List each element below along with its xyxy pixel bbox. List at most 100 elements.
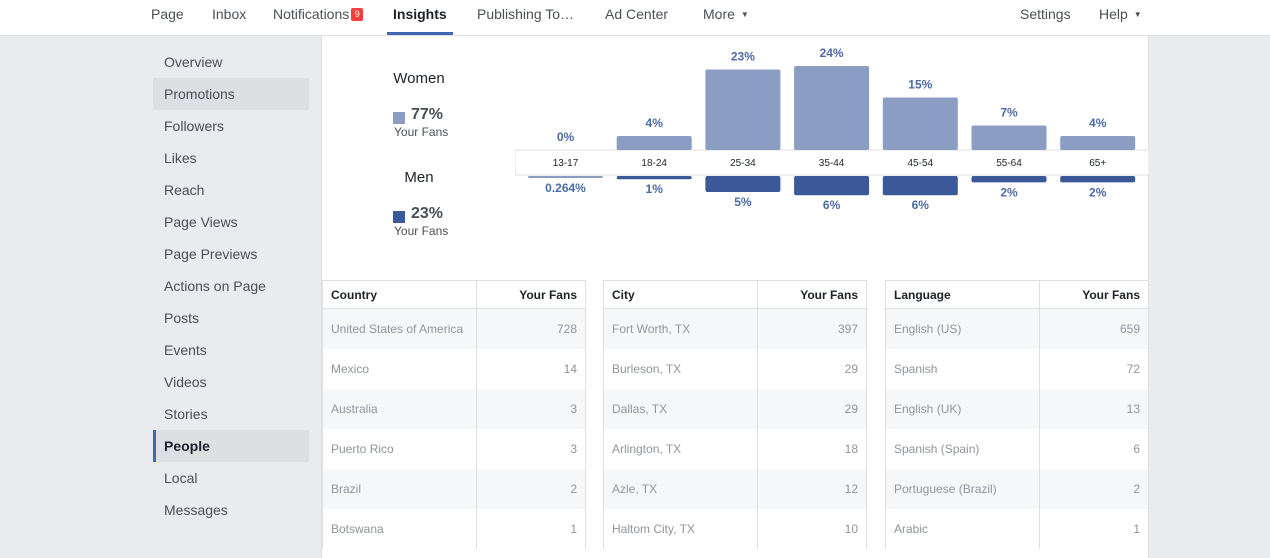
caret-down-icon: ▼ [740, 10, 749, 19]
men-bar-label: 2% [1000, 185, 1018, 199]
men-bar-label: 6% [823, 198, 841, 212]
row-name: Burleson, TX [604, 349, 758, 389]
nav-publishing-tools[interactable]: Publishing To… [477, 6, 575, 22]
women-bar-label: 4% [1089, 116, 1107, 130]
column-header-your-fans: Your Fans [800, 288, 858, 302]
sidebar-item-actions-on-page[interactable]: Actions on Page [164, 278, 266, 294]
table-row: English (US) 659 [886, 309, 1148, 349]
women-bar-label: 24% [820, 46, 844, 60]
women-bar [616, 136, 692, 150]
nav-ad-center[interactable]: Ad Center [605, 6, 669, 22]
row-value: 1 [570, 522, 577, 536]
sidebar-item-people[interactable]: People [153, 430, 309, 462]
row-name: Spanish (Spain) [886, 429, 1040, 469]
row-value: 659 [1119, 322, 1140, 336]
table-header: City Your Fans [604, 280, 866, 309]
women-bar [971, 125, 1047, 150]
city-table: City Your Fans Fort Worth, TX 397 Burleson… [603, 280, 867, 549]
table-row: Arlington, TX 18 [604, 429, 866, 469]
row-name: Botswana [323, 509, 477, 549]
table-row: Australia 3 [323, 389, 585, 429]
table-row: Spanish (Spain) 6 [886, 429, 1148, 469]
men-bar-label: 0.264% [545, 181, 586, 195]
nav-more[interactable]: More ▼ [703, 0, 749, 35]
age-tick-label: 13-17 [553, 158, 579, 169]
sidebar-item-page-views[interactable]: Page Views [164, 214, 238, 230]
sidebar-item-page-previews[interactable]: Page Previews [164, 246, 258, 262]
table-row: Botswana 1 [323, 509, 585, 549]
sidebar-item-followers[interactable]: Followers [164, 118, 224, 134]
nav-insights[interactable]: Insights [387, 0, 453, 35]
age-tick-label: 65+ [1089, 158, 1106, 169]
row-value: 10 [844, 522, 858, 536]
row-value: 397 [837, 322, 858, 336]
women-bar-label: 4% [646, 116, 664, 130]
sidebar-item-stories[interactable]: Stories [164, 406, 208, 422]
age-gender-chart-svg: 0% 13-17 0.264% 4% 18-24 1% 23% 25-34 5% 24% 35-44… [515, 46, 1149, 212]
row-value: 728 [556, 322, 577, 336]
nav-inbox[interactable]: Inbox [212, 6, 247, 22]
table-row: Burleson, TX 29 [604, 349, 866, 389]
women-bar-label: 0% [557, 130, 575, 144]
age-tick-label: 35-44 [819, 158, 845, 169]
sidebar-item-reach[interactable]: Reach [164, 182, 205, 198]
men-bar [528, 176, 603, 178]
sidebar-item-likes[interactable]: Likes [164, 150, 197, 166]
sidebar-item-posts[interactable]: Posts [164, 310, 200, 326]
row-name: Azle, TX [604, 469, 758, 509]
row-value: 12 [844, 482, 858, 496]
table-row: United States of America 728 [323, 309, 585, 349]
nav-more-label: More [703, 6, 735, 22]
row-name: Spanish [886, 349, 1040, 389]
men-bar-label: 2% [1089, 185, 1107, 199]
nav-notifications[interactable]: Notifications 9 [273, 0, 364, 35]
nav-help[interactable]: Help ▼ [1099, 0, 1142, 35]
row-name: English (UK) [886, 389, 1040, 429]
row-value: 72 [1126, 362, 1140, 376]
table-row: Puerto Rico 3 [323, 429, 585, 469]
row-name: Arlington, TX [604, 429, 758, 469]
row-value: 29 [844, 362, 858, 376]
women-bar-label: 23% [731, 50, 755, 64]
row-name: Arabic [886, 509, 1040, 549]
nav-help-label: Help [1099, 6, 1128, 22]
nav-settings[interactable]: Settings [1020, 6, 1071, 22]
row-value: 14 [563, 362, 577, 376]
row-name: Haltom City, TX [604, 509, 758, 549]
row-name: Australia [323, 389, 477, 429]
table-row: Brazil 2 [323, 469, 585, 509]
table-row: Spanish 72 [886, 349, 1148, 389]
nav-page[interactable]: Page [151, 6, 184, 22]
sidebar-item-messages[interactable]: Messages [164, 502, 228, 518]
country-table: Country Your Fans United States of Ameri… [322, 280, 586, 549]
sidebar-item-events[interactable]: Events [164, 342, 207, 358]
sidebar-item-videos[interactable]: Videos [164, 374, 207, 390]
row-name: Portuguese (Brazil) [886, 469, 1040, 509]
men-legend-title: Men [404, 169, 434, 186]
people-panel: Women 77% Your Fans Men 23% Your Fans 0%… [321, 36, 1149, 558]
row-value: 29 [844, 402, 858, 416]
age-tick-label: 25-34 [730, 158, 756, 169]
women-percent: 77% [411, 106, 444, 123]
table-row: Fort Worth, TX 397 [604, 309, 866, 349]
row-value: 3 [570, 402, 577, 416]
sidebar-item-promotions[interactable]: Promotions [153, 78, 309, 110]
row-value: 18 [844, 442, 858, 456]
row-name: English (US) [886, 309, 1040, 349]
row-name: Puerto Rico [323, 429, 477, 469]
row-value: 1 [1133, 522, 1140, 536]
row-name: Dallas, TX [604, 389, 758, 429]
women-bar [705, 69, 781, 150]
table-header: Country Your Fans [323, 280, 585, 309]
table-row: Dallas, TX 29 [604, 389, 866, 429]
column-header-your-fans: Your Fans [1082, 288, 1140, 302]
top-nav: Page Inbox Notifications 9 Insights Publi… [0, 0, 1270, 36]
row-name: Fort Worth, TX [604, 309, 758, 349]
men-bar-label: 1% [646, 182, 664, 196]
sidebar-item-local[interactable]: Local [164, 470, 198, 486]
table-row: Arabic 1 [886, 509, 1148, 549]
sidebar-item-overview[interactable]: Overview [164, 54, 223, 70]
row-name: Mexico [323, 349, 477, 389]
men-bar [794, 176, 870, 196]
table-row: Mexico 14 [323, 349, 585, 389]
